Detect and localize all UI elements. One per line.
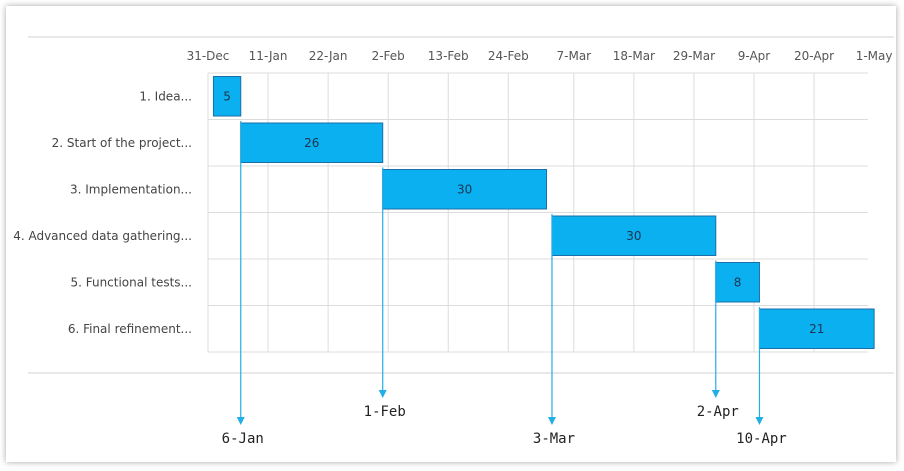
x-tick-label: 2-Feb (372, 49, 405, 63)
task-bar (758, 308, 875, 349)
milestone-arrow (711, 390, 720, 398)
task-label: 3. Implementation... (70, 182, 192, 196)
task-label: 2. Start of the project... (52, 136, 192, 150)
x-tick-label: 22-Jan (309, 49, 348, 63)
x-tick-label: 13-Feb (428, 49, 469, 63)
x-tick-label: 24-Feb (488, 49, 529, 63)
x-tick-label: 11-Jan (249, 49, 288, 63)
task-bar (715, 262, 760, 303)
milestone-label: 6-Jan (222, 431, 264, 447)
task-label: 1. Idea... (139, 89, 192, 103)
task-bar (551, 215, 717, 256)
bar-duration-label: 8 (734, 275, 742, 289)
x-tick-label: 18-Mar (613, 49, 655, 63)
milestone-label: 1-Feb (364, 404, 406, 420)
milestone-arrow (378, 390, 387, 398)
milestone-label: 2-Apr (697, 404, 739, 420)
milestone-label: 3-Mar (533, 431, 575, 447)
x-tick-label: 1-May (856, 49, 893, 63)
x-tick-label: 7-Mar (557, 49, 592, 63)
milestone-arrow (236, 417, 245, 425)
task-label: 4. Advanced data gathering... (13, 229, 192, 243)
milestone-arrow (755, 417, 764, 425)
x-tick-label: 9-Apr (738, 49, 771, 63)
task-label: 6. Final refinement... (68, 322, 192, 336)
bar-duration-label: 5 (223, 89, 231, 103)
bar-duration-label: 26 (304, 136, 319, 150)
x-tick-label: 29-Mar (673, 49, 715, 63)
milestone-label: 10-Apr (736, 431, 787, 447)
x-tick-label: 31-Dec (187, 49, 230, 63)
bar-duration-label: 30 (626, 229, 641, 243)
milestone-arrow (547, 417, 556, 425)
x-tick-label: 20-Apr (794, 49, 834, 63)
bar-duration-label: 30 (457, 182, 472, 196)
chart-frame (6, 6, 896, 462)
task-bar (212, 76, 242, 117)
bar-duration-label: 21 (809, 322, 824, 336)
task-label: 5. Functional tests... (70, 275, 192, 289)
